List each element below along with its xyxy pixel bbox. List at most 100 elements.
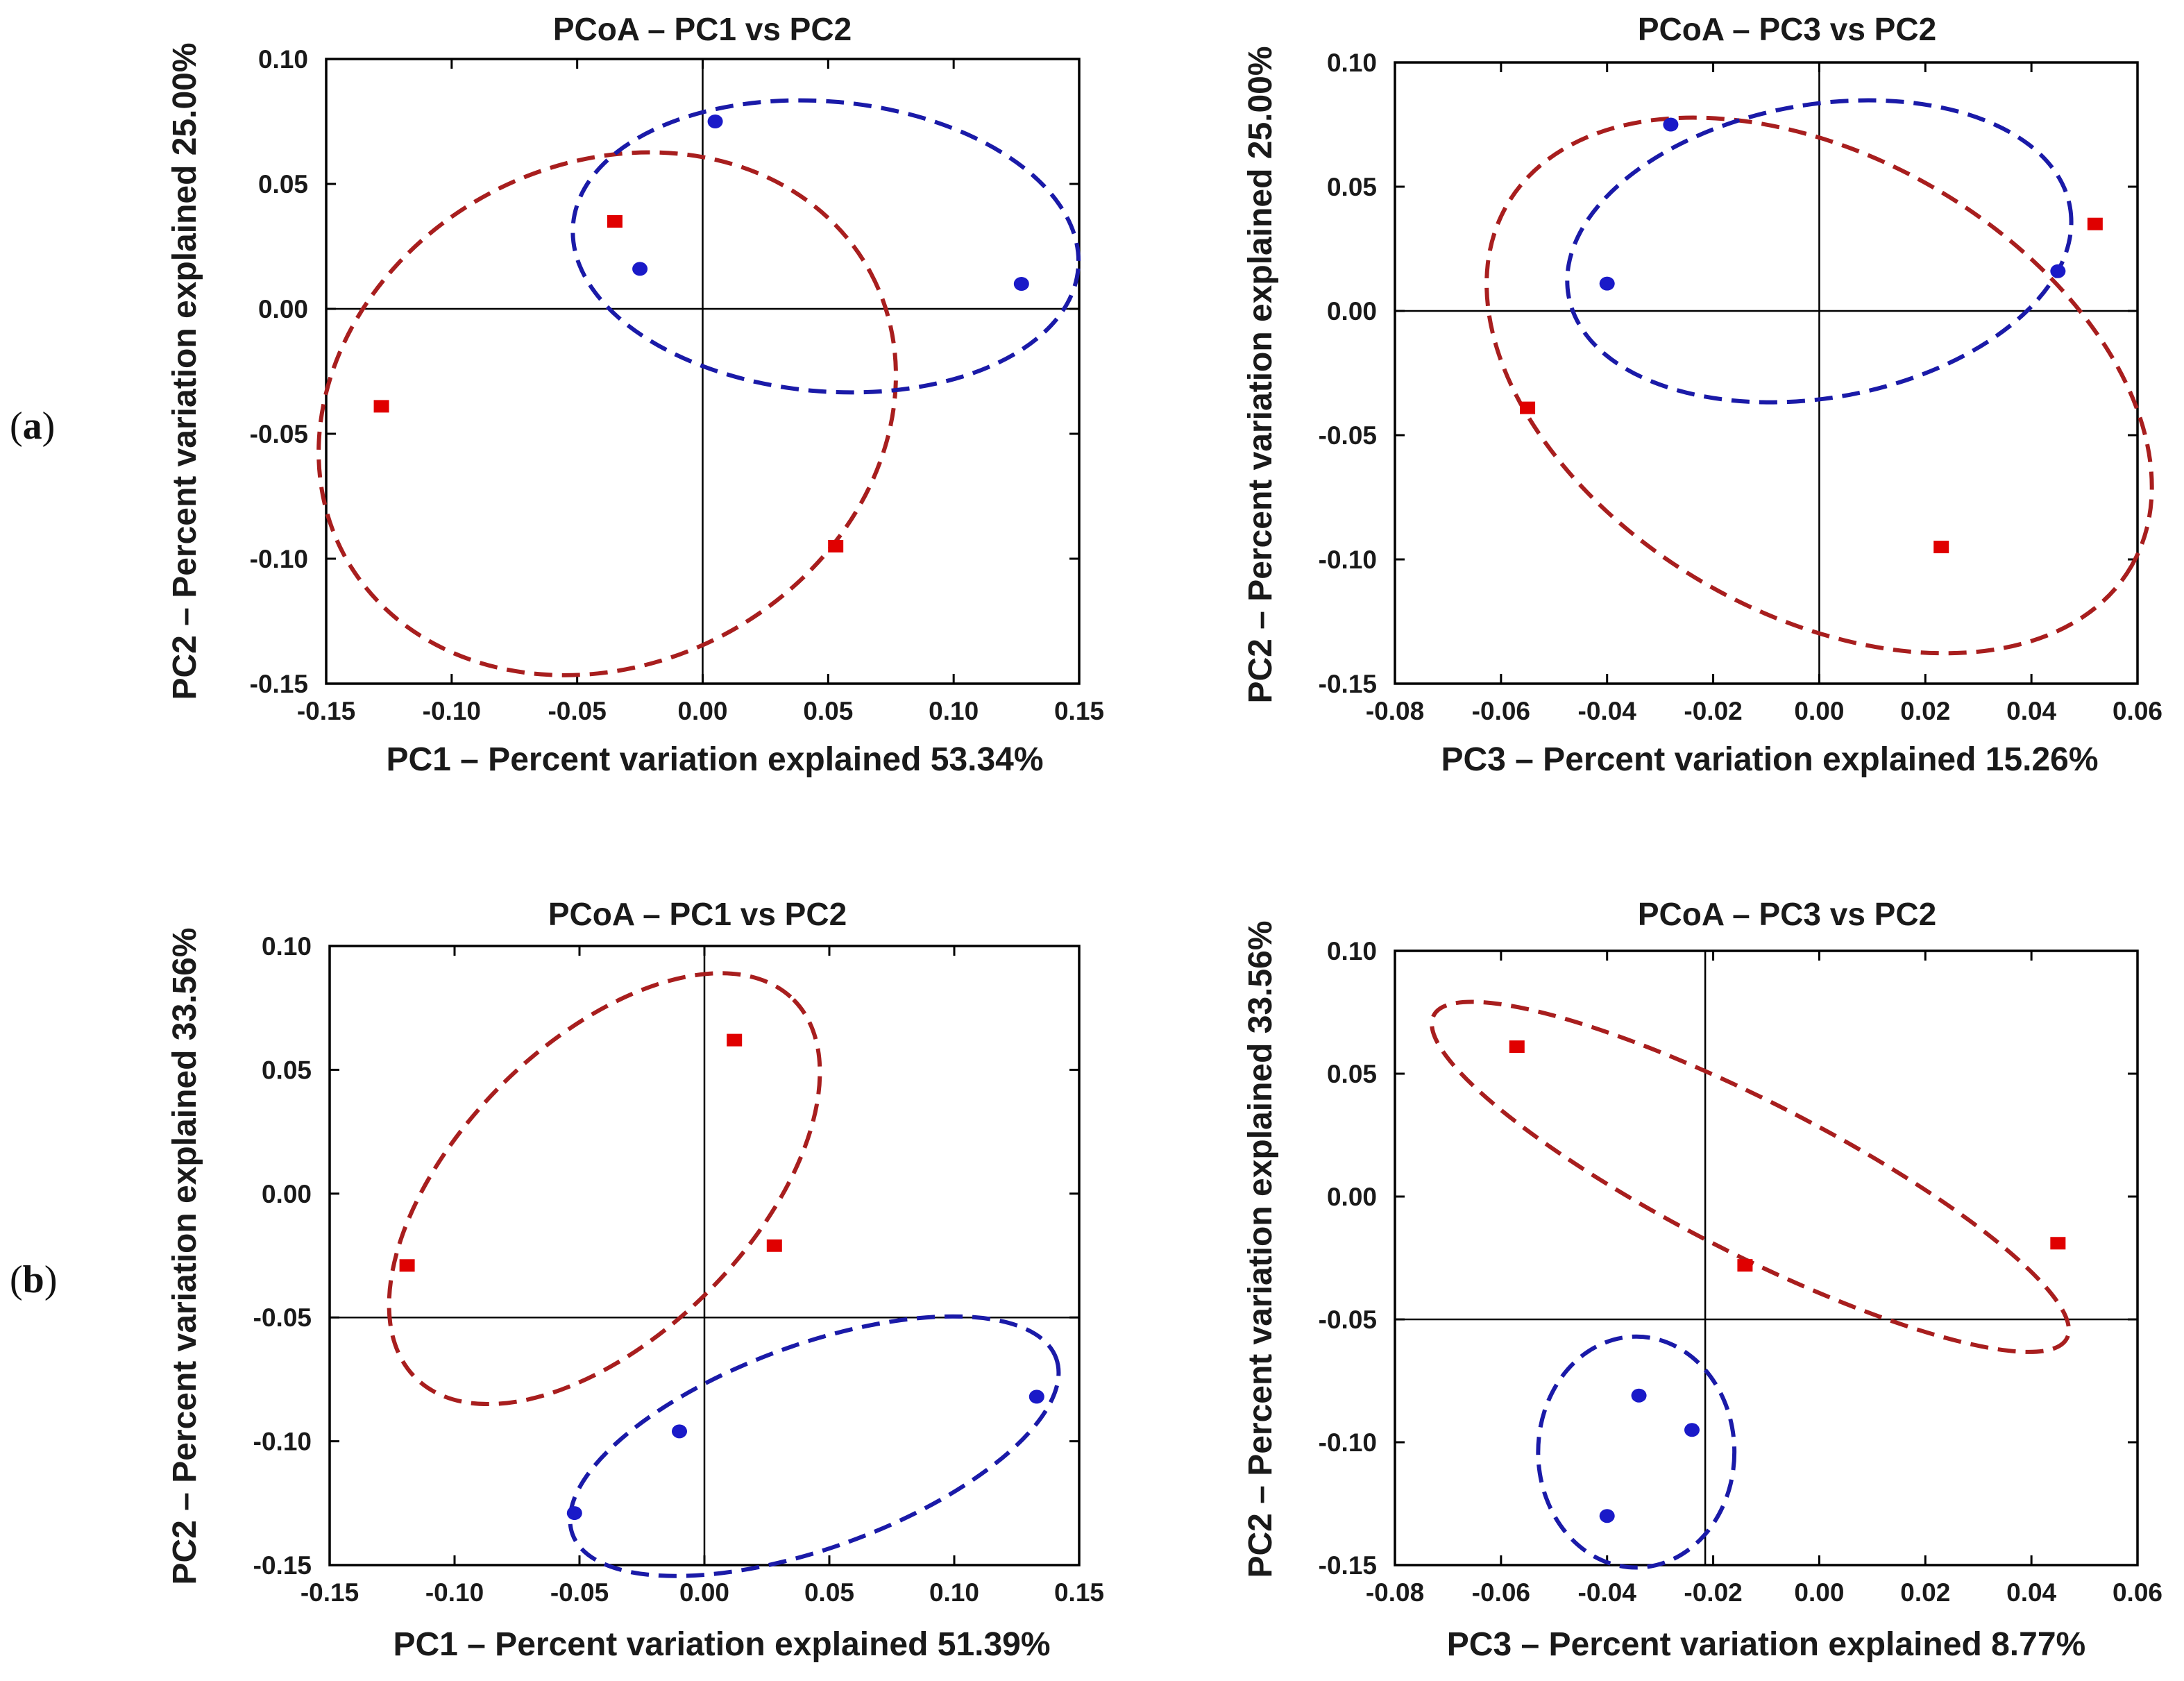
x-tick-label: -0.10 (425, 1578, 484, 1607)
x-tick-label: 0.04 (2006, 697, 2056, 725)
blue-group-ellipse (568, 1314, 1061, 1578)
y-axis-label: PC2 – Percent variation explained 33.56% (1242, 920, 1279, 1578)
panel-label-b-open: ( (10, 1258, 23, 1301)
panel-label-b: (b) (10, 1258, 57, 1301)
y-tick-label: 0.05 (1327, 173, 1377, 201)
panel-label-b-close: ) (44, 1258, 58, 1301)
x-tick-label: -0.08 (1366, 697, 1424, 725)
blue-group-ellipse (1565, 98, 2074, 405)
x-tick-label: 0.10 (929, 1578, 979, 1607)
blue-group-ellipse (570, 98, 1081, 395)
x-tick-label: -0.06 (1472, 697, 1530, 725)
x-tick-label: -0.02 (1684, 697, 1742, 725)
y-tick-label: 0.00 (1327, 1183, 1377, 1211)
chart-title: PCoA – PC1 vs PC2 (553, 11, 852, 47)
red-group-ellipse (387, 971, 822, 1407)
x-tick-label: 0.02 (1900, 1578, 1950, 1607)
x-tick-label: 0.00 (677, 697, 727, 725)
panel-label-a: (a) (10, 405, 55, 448)
plot-frame (1394, 61, 2139, 685)
x-tick-label: 0.10 (929, 697, 979, 725)
blue-circle-point (1599, 276, 1615, 291)
y-tick-label: -0.10 (253, 1428, 312, 1456)
y-tick-label: 0.05 (1327, 1060, 1377, 1088)
panel-label-b-letter: b (23, 1258, 44, 1301)
x-tick-label: 0.06 (2113, 1578, 2162, 1607)
x-tick-label: 0.15 (1054, 697, 1104, 725)
x-tick-label: 0.02 (1900, 697, 1950, 725)
chart-a-pc1-vs-pc2: PCoA – PC1 vs PC2 PC1 – Percent variatio… (167, 11, 1104, 778)
x-tick-label: -0.02 (1684, 1578, 1742, 1607)
y-tick-label: 0.00 (1327, 297, 1377, 326)
red-square-point (2087, 217, 2103, 230)
blue-circle-point (1028, 1389, 1044, 1404)
chart-title: PCoA – PC1 vs PC2 (548, 896, 847, 932)
red-square-point (727, 1033, 743, 1047)
y-tick-label: -0.10 (1319, 1428, 1377, 1457)
x-tick-label: -0.04 (1578, 1578, 1637, 1607)
y-axis-label: PC2 – Percent variation explained 25.00% (1242, 46, 1279, 703)
y-tick-label: -0.15 (250, 670, 308, 698)
chart-b-pc3-vs-pc2: PCoA – PC3 vs PC2 PC3 – Percent variatio… (1242, 896, 2162, 1663)
x-tick-label: 0.00 (1794, 1578, 1844, 1607)
y-tick-label: 0.00 (258, 295, 308, 323)
red-group-ellipse (1430, 999, 2072, 1354)
red-square-point (373, 400, 389, 413)
y-tick-label: 0.10 (258, 45, 308, 74)
x-tick-label: -0.10 (423, 697, 481, 725)
red-group-ellipse (1484, 115, 2154, 656)
blue-circle-point (1013, 277, 1029, 291)
x-tick-label: -0.04 (1578, 697, 1637, 725)
x-tick-label: -0.06 (1472, 1578, 1530, 1607)
y-tick-label: -0.15 (1319, 670, 1377, 698)
blue-circle-point (707, 115, 723, 128)
x-tick-label: -0.08 (1366, 1578, 1424, 1607)
red-square-point (399, 1259, 415, 1272)
blue-circle-point (1631, 1388, 1647, 1403)
chart-b-pc1-vs-pc2: PCoA – PC1 vs PC2 PC1 – Percent variatio… (167, 896, 1104, 1663)
y-tick-label: 0.00 (262, 1180, 312, 1208)
x-tick-label: 0.06 (2113, 697, 2162, 725)
red-square-point (607, 215, 623, 228)
panel-label-a-open: ( (10, 405, 23, 448)
x-tick-label: 0.05 (804, 1578, 854, 1607)
panel-label-a-close: ) (42, 405, 56, 448)
y-axis-label: PC2 – Percent variation explained 25.00% (167, 42, 203, 700)
x-tick-label: -0.15 (297, 697, 355, 725)
red-square-point (1520, 401, 1536, 414)
y-tick-label: -0.05 (253, 1303, 312, 1332)
x-axis-label: PC3 – Percent variation explained 15.26% (1441, 741, 2098, 778)
y-tick-label: 0.05 (262, 1056, 312, 1084)
blue-circle-point (632, 262, 648, 276)
y-tick-label: 0.05 (258, 170, 308, 198)
x-tick-label: 0.15 (1054, 1578, 1104, 1607)
y-tick-label: -0.15 (1319, 1551, 1377, 1580)
red-square-point (766, 1239, 782, 1252)
x-axis-label: PC3 – Percent variation explained 8.77% (1447, 1626, 2085, 1663)
x-tick-label: 0.04 (2006, 1578, 2056, 1607)
x-tick-label: 0.00 (679, 1578, 729, 1607)
blue-circle-point (2050, 264, 2066, 278)
y-axis-label: PC2 – Percent variation explained 33.56% (167, 927, 203, 1585)
x-axis-label: PC1 – Percent variation explained 53.34% (386, 741, 1043, 778)
y-tick-label: -0.10 (1319, 546, 1377, 574)
x-tick-label: -0.05 (550, 1578, 609, 1607)
y-tick-label: 0.10 (1327, 937, 1377, 965)
y-tick-label: 0.10 (1327, 49, 1377, 77)
y-tick-label: -0.05 (1319, 421, 1377, 450)
y-tick-label: -0.05 (250, 420, 308, 448)
y-tick-label: -0.15 (253, 1551, 312, 1580)
chart-title: PCoA – PC3 vs PC2 (1638, 11, 1936, 47)
plot-frame (1394, 949, 2139, 1566)
x-tick-label: 0.00 (1794, 697, 1844, 725)
red-square-point (1509, 1040, 1525, 1054)
blue-circle-point (566, 1506, 582, 1521)
y-tick-label: -0.10 (250, 545, 308, 573)
red-square-point (2050, 1237, 2066, 1250)
blue-circle-point (1599, 1509, 1615, 1523)
blue-group-ellipse (1536, 1334, 1737, 1570)
panel-label-a-letter: a (23, 405, 42, 448)
red-square-point (1933, 541, 1949, 554)
blue-circle-point (1663, 117, 1679, 132)
